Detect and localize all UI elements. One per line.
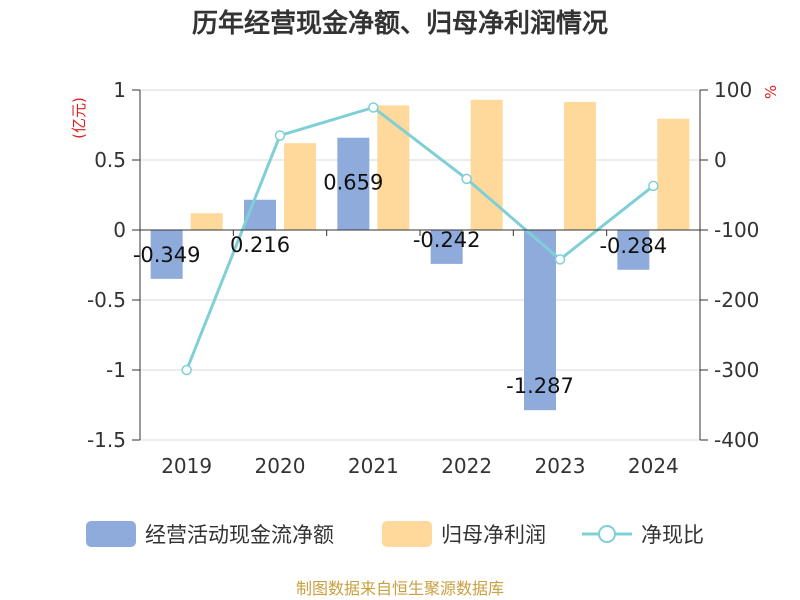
ratio-line	[181, 102, 659, 376]
bar-value-label: -0.349	[133, 243, 201, 267]
bar-profit	[470, 99, 503, 230]
left-axis-unit: (亿元)	[70, 97, 88, 139]
x-tick-label: 2020	[255, 454, 306, 478]
bar-value-label: 0.216	[230, 233, 290, 257]
bar-profit	[657, 118, 690, 230]
axes: 1 0.5 0 -0.5 -1 -1.5 100 0 -100 -200 -300 -400 2019 2…	[87, 78, 759, 478]
bar-value-label: -1.287	[506, 374, 574, 398]
bar-cashflow	[430, 230, 463, 264]
bar-value-label: -0.284	[599, 234, 667, 258]
bar-cashflow	[524, 230, 556, 411]
legend-swatch-profit	[382, 521, 432, 547]
right-tick-label: -300	[714, 358, 759, 382]
right-tick-label: -200	[714, 288, 759, 312]
right-axis-unit: %	[762, 85, 780, 99]
chart-title: 历年经营现金净额、归母净利润情况	[192, 8, 608, 39]
legend-item-cashflow[interactable]: 经营活动现金流净额	[86, 521, 334, 547]
right-tick-label: 100	[714, 78, 752, 102]
legend-label-cashflow: 经营活动现金流净额	[145, 523, 334, 547]
ratio-point	[368, 102, 379, 113]
left-tick-label: 0	[113, 218, 126, 242]
x-tick-label: 2024	[628, 454, 679, 478]
grid	[140, 89, 700, 441]
ratio-point	[648, 180, 659, 192]
source-note: 制图数据来自恒生聚源数据库	[296, 579, 504, 598]
x-tick-label: 2022	[441, 454, 492, 478]
left-tick-label: 0.5	[94, 148, 126, 172]
bar-profit	[190, 213, 223, 230]
legend-item-ratio[interactable]: 净现比	[582, 523, 704, 547]
legend-swatch-cashflow	[86, 521, 136, 547]
right-tick-label: -400	[714, 428, 759, 452]
legend-item-profit[interactable]: 归母净利润	[382, 521, 546, 547]
bar-cashflow	[150, 230, 183, 279]
legend-label-ratio: 净现比	[641, 523, 704, 547]
left-tick-label: -0.5	[87, 288, 126, 312]
bar-value-label: 0.659	[323, 171, 383, 195]
ratio-point	[554, 254, 566, 265]
right-tick-label: -100	[714, 218, 759, 242]
ratio-point	[181, 364, 192, 376]
bar-cashflow	[617, 230, 650, 270]
bar-value-label: -0.242	[413, 228, 481, 252]
left-tick-label: 1	[113, 78, 126, 102]
left-tick-label: -1	[106, 358, 126, 382]
legend-label-profit: 归母净利润	[441, 523, 546, 547]
right-tick-label: 0	[714, 148, 727, 172]
ratio-point	[274, 130, 286, 141]
legend: 经营活动现金流净额 归母净利润 净现比	[86, 521, 704, 547]
bar-profit	[284, 143, 316, 230]
x-tick-label: 2019	[161, 454, 212, 478]
bar-profit	[377, 105, 410, 230]
bar-cashflow	[337, 137, 370, 230]
data-labels: -0.349 0.216 0.659 -0.242 -1.287 -0.284	[133, 171, 667, 398]
bars	[150, 99, 690, 411]
x-tick-label: 2023	[535, 454, 586, 478]
legend-marker-ratio	[598, 525, 616, 543]
ratio-point	[461, 173, 472, 185]
x-tick-label: 2021	[348, 454, 399, 478]
bar-profit	[564, 101, 596, 231]
ratio-line-path	[185, 105, 655, 371]
left-tick-label: -1.5	[87, 428, 126, 452]
